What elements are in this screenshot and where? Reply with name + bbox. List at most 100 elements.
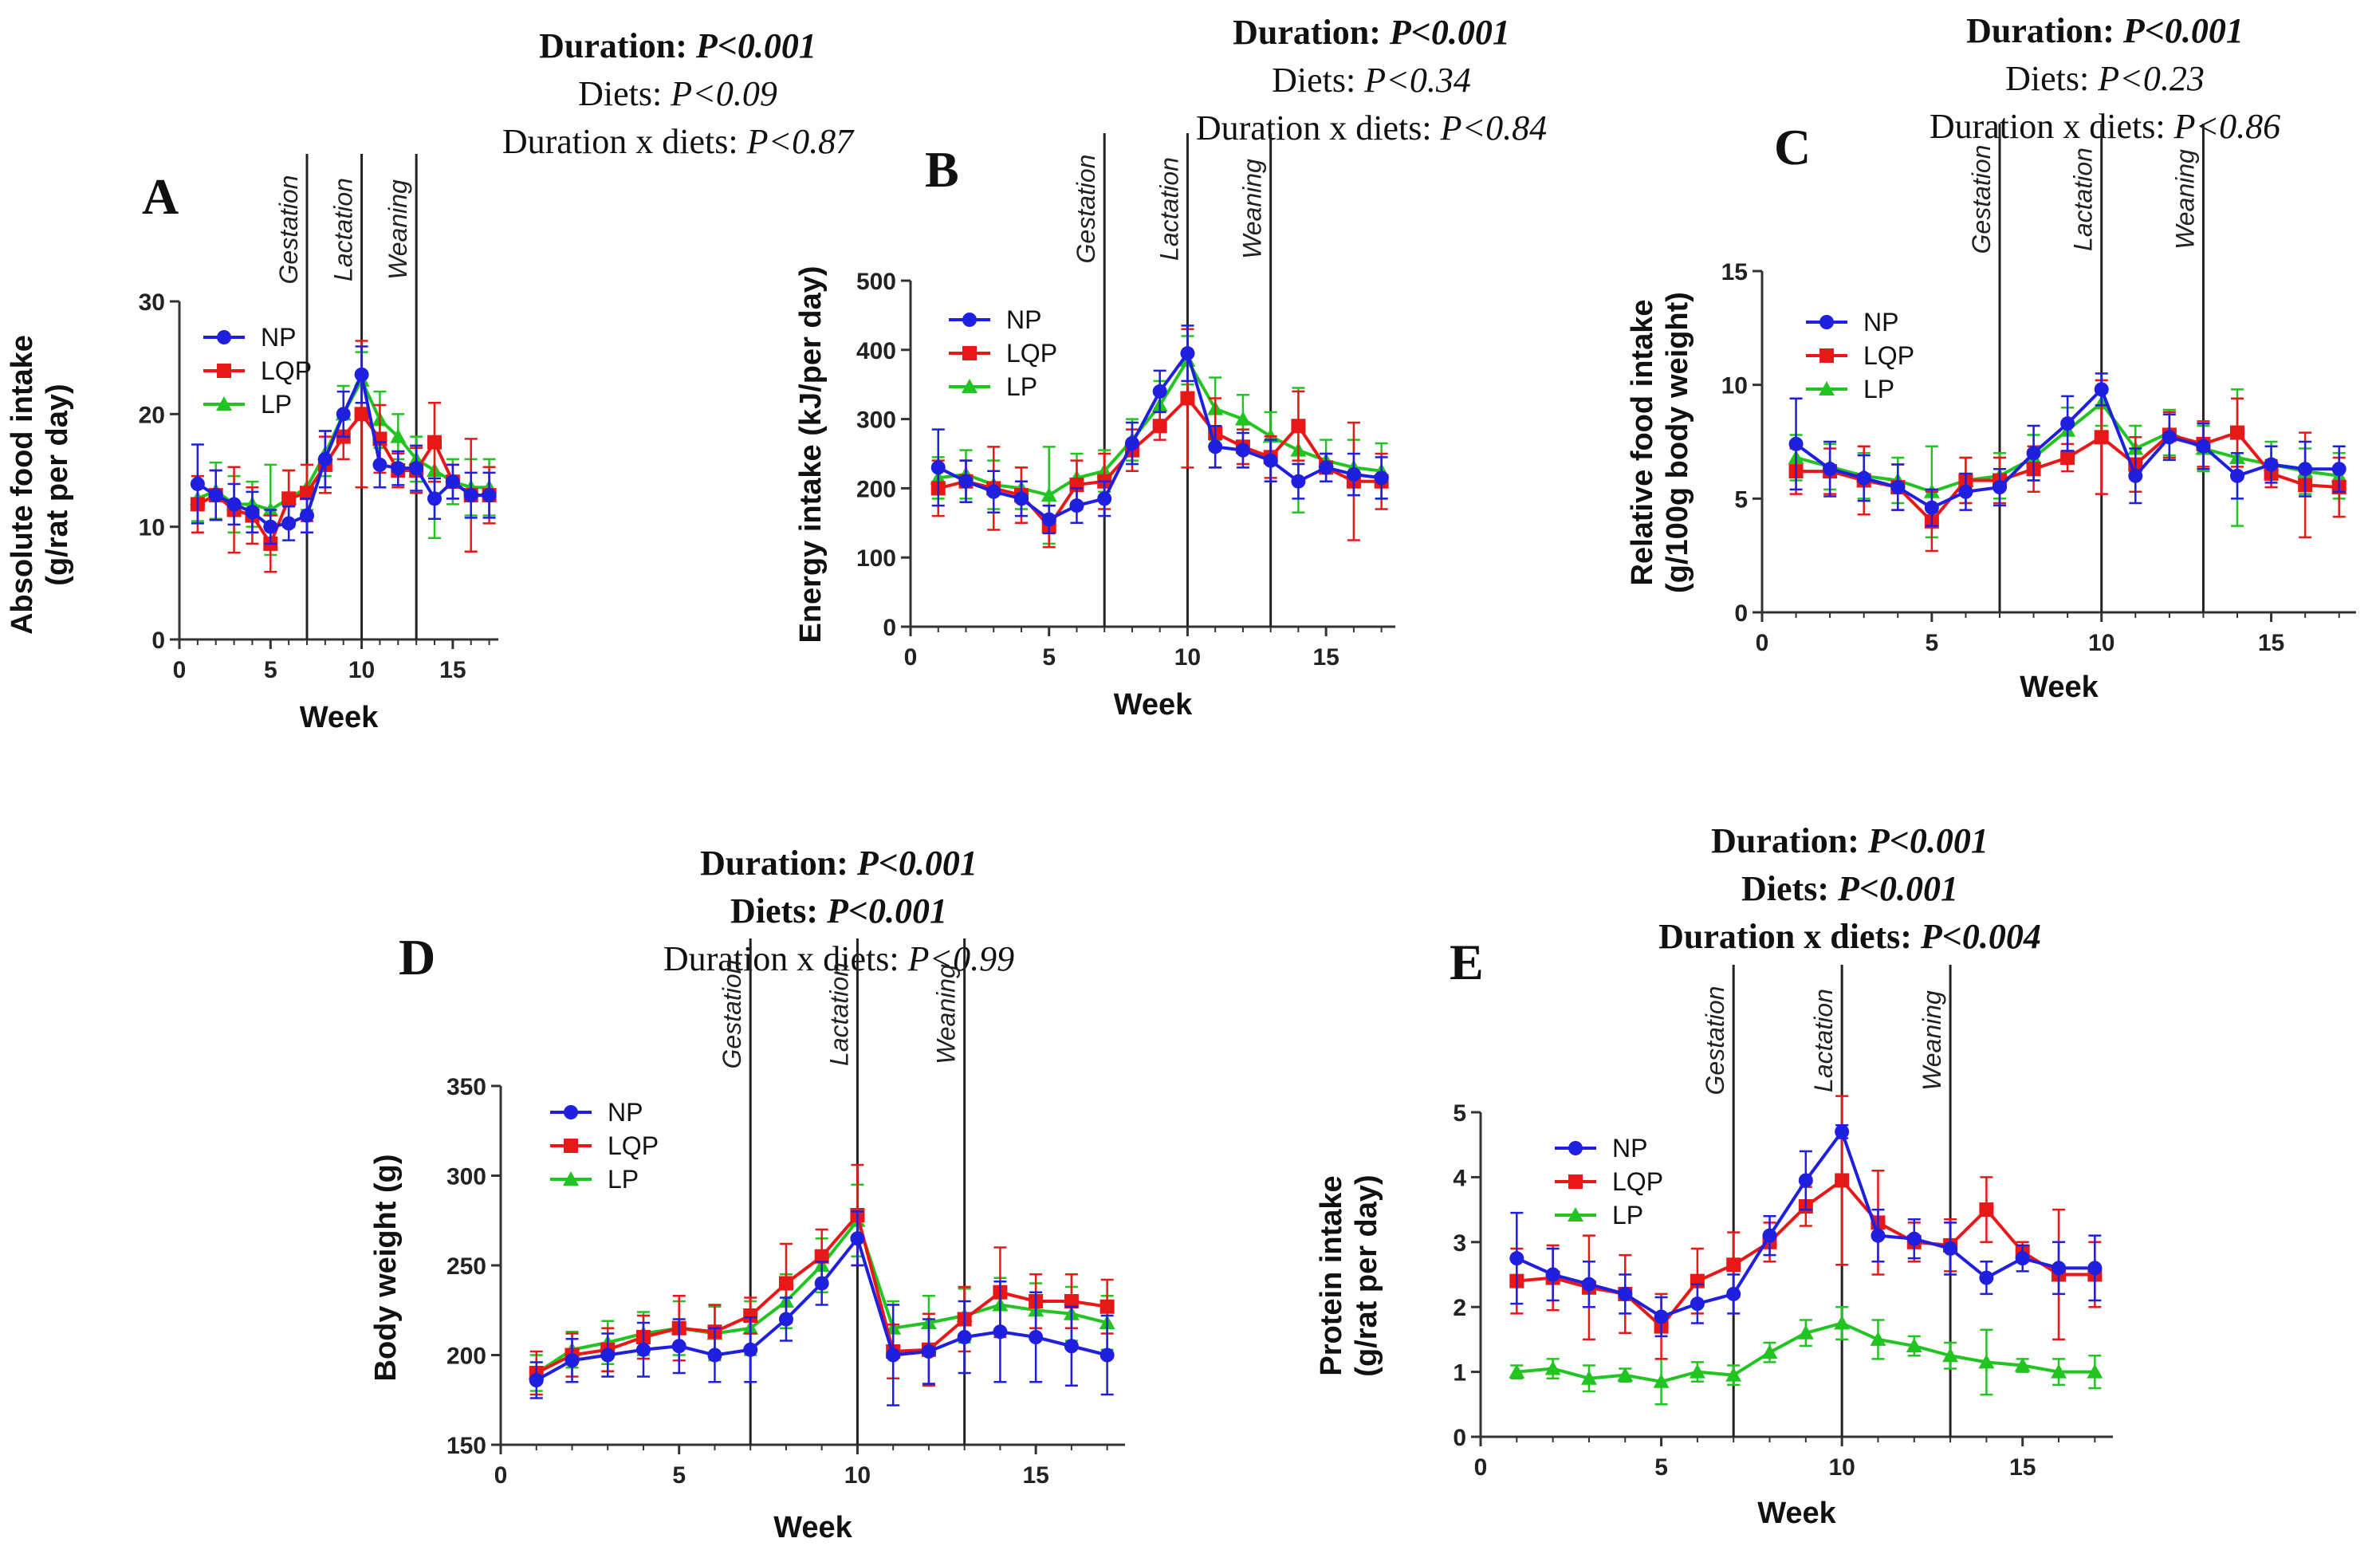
x-tick-label: 10 (348, 657, 375, 683)
panel-letter: E (1450, 934, 1484, 990)
x-axis-title: Week (1114, 688, 1193, 722)
y-tick-label: 0 (151, 628, 165, 654)
legend-label: LQP (1612, 1167, 1663, 1196)
data-point (1041, 512, 1056, 527)
data-point (2230, 468, 2244, 483)
y-axis-title: (g/rat per day) (1350, 1174, 1383, 1376)
data-point (190, 476, 205, 491)
y-tick-label: 250 (446, 1253, 486, 1280)
data-point (1509, 1251, 1524, 1266)
data-point (1235, 443, 1250, 458)
data-point (2026, 446, 2041, 461)
stat-label: Duration: (1711, 821, 1868, 860)
data-point (2015, 1251, 2030, 1266)
data-point (391, 461, 406, 476)
data-point (245, 505, 260, 520)
data-point (1978, 1354, 1995, 1369)
data-point (281, 516, 297, 531)
stat-value: P<0.34 (1363, 61, 1471, 100)
legend-label: LP (1863, 375, 1894, 403)
panel-letter: D (399, 929, 435, 986)
x-tick-label: 15 (1312, 644, 1339, 671)
phase-label: Lactation (1809, 989, 1838, 1092)
data-point (1291, 474, 1306, 489)
legend-label: NP (1006, 305, 1041, 334)
data-point (2060, 450, 2075, 465)
legend: NP LQP LP (949, 305, 1057, 401)
data-point (778, 1276, 793, 1291)
data-point (1545, 1267, 1560, 1282)
data-point (1180, 391, 1195, 406)
stat-label: Duration: (700, 844, 857, 883)
data-point (1100, 1347, 1115, 1363)
data-point (281, 491, 297, 506)
series-np (1509, 1124, 2103, 1338)
data-point (1319, 460, 1334, 475)
data-point (354, 407, 369, 422)
y-tick-label: 200 (446, 1344, 486, 1370)
stat-line: Duration x diets: P<0.99 (663, 939, 1014, 978)
legend: NP LQP LP (1555, 1134, 1663, 1229)
stat-label: Duration: (1233, 13, 1390, 52)
y-axis-title: (g/100g body weight) (1661, 292, 1694, 593)
x-tick-label: 5 (1654, 1454, 1668, 1481)
legend-marker (563, 1171, 579, 1186)
data-point (1890, 480, 1906, 495)
data-point (1726, 1257, 1741, 1273)
data-point (1654, 1309, 1669, 1324)
x-tick-label: 0 (1756, 630, 1769, 656)
data-point (778, 1312, 793, 1327)
stat-line: Duration: P<0.001 (1966, 11, 2244, 50)
data-point (1871, 1228, 1886, 1243)
y-tick-label: 20 (139, 402, 165, 428)
data-point (1152, 384, 1167, 399)
stat-line: Duration x diets: P<0.84 (1196, 108, 1547, 148)
phase-label: Lactation (329, 178, 358, 281)
data-point (1924, 500, 1939, 515)
data-point (390, 428, 407, 443)
y-axis-title: Absolute food intake (6, 335, 39, 635)
y-tick-label: 10 (139, 515, 165, 541)
panel-c: Duration: P<0.001 Diets: P<0.23 Duration x… (1626, 11, 2356, 704)
data-point (427, 435, 442, 450)
data-point (1180, 346, 1195, 361)
data-point (2051, 1363, 2067, 1379)
data-point (2230, 425, 2244, 440)
phase-label: Gestation (274, 175, 303, 285)
data-point (2094, 382, 2109, 397)
x-tick-label: 15 (2258, 630, 2284, 656)
y-tick-label: 2 (1453, 1295, 1466, 1321)
stat-value: P<0.001 (1837, 869, 1958, 908)
stat-value: P<0.99 (907, 939, 1015, 978)
panel-letter: A (142, 168, 179, 225)
y-tick-label: 300 (446, 1164, 486, 1190)
data-point (2196, 439, 2211, 454)
data-point (1064, 1294, 1079, 1308)
data-point (1979, 1202, 1994, 1218)
data-point (2087, 1363, 2103, 1379)
data-point (886, 1347, 901, 1363)
data-point (1509, 1363, 1525, 1379)
data-point (1374, 470, 1389, 486)
phase-label: Gestation (1072, 155, 1100, 264)
data-point (208, 488, 223, 503)
x-tick-label: 10 (1174, 644, 1201, 671)
legend-marker (217, 330, 231, 344)
phase-label: Weaning (384, 179, 412, 280)
data-point (1761, 1344, 1778, 1359)
legend-marker (1819, 315, 1834, 329)
legend-marker (962, 313, 977, 327)
stat-value: P<0.09 (670, 74, 777, 113)
data-point (1798, 1173, 1813, 1188)
data-point (2162, 430, 2177, 445)
data-point (1856, 470, 1871, 486)
stat-line: Diets: P<0.34 (1272, 61, 1471, 100)
panel-b: Duration: P<0.001 Diets: P<0.34 Duration x… (794, 13, 1547, 722)
data-point (814, 1249, 829, 1264)
data-point (743, 1342, 758, 1357)
data-point (2052, 1261, 2067, 1276)
y-tick-label: 5 (1734, 486, 1748, 513)
stat-value: P<0.001 (695, 26, 816, 65)
stat-value: P<0.84 (1440, 108, 1548, 148)
